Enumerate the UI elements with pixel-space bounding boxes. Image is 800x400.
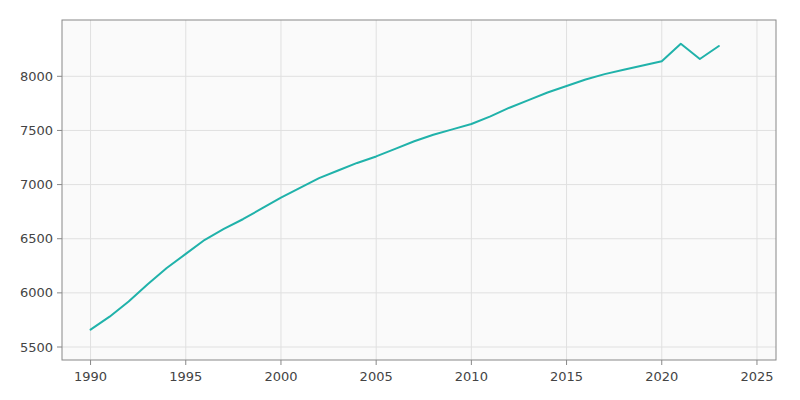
tick-mark-y (57, 130, 62, 131)
tick-mark-y (57, 184, 62, 185)
y-tick-label: 7000 (20, 177, 53, 192)
chart-svg: 1990 1995 2000 2005 2010 2015 2020 2025 5500 6000… (0, 0, 800, 400)
grid-line-x (471, 20, 472, 360)
tick-mark-x (661, 360, 662, 365)
grid-line-y (62, 292, 776, 293)
grid-line-x (661, 20, 662, 360)
grid-line-x (756, 20, 757, 360)
y-tick-label: 6000 (20, 285, 53, 300)
tick-mark-y (57, 238, 62, 239)
y-tick-label: 6500 (20, 231, 53, 246)
grid-line-x (566, 20, 567, 360)
x-tick-label: 2010 (455, 369, 488, 384)
grid-line-y (62, 347, 776, 348)
tick-mark-y (57, 347, 62, 348)
grid-line-x (376, 20, 377, 360)
x-tick-label: 1990 (74, 369, 107, 384)
tick-labels: 1990 1995 2000 2005 2010 2015 2020 2025 5500 6000… (20, 69, 774, 384)
grid (57, 20, 776, 365)
y-tick-label: 7500 (20, 123, 53, 138)
x-tick-label: 1995 (169, 369, 202, 384)
grid-line-x (185, 20, 186, 360)
grid-line-y (62, 184, 776, 185)
tick-mark-x (566, 360, 567, 365)
y-tick-label: 5500 (20, 340, 53, 355)
tick-mark-x (376, 360, 377, 365)
plot-background (62, 20, 776, 360)
grid-line-x (280, 20, 281, 360)
data-layer (91, 44, 719, 330)
grid-line-y (62, 238, 776, 239)
x-tick-label: 2005 (360, 369, 393, 384)
plot-frame (62, 20, 776, 360)
grid-line-x (90, 20, 91, 360)
x-tick-label: 2020 (645, 369, 678, 384)
x-tick-label: 2015 (550, 369, 583, 384)
tick-mark-x (90, 360, 91, 365)
x-tick-label: 2025 (740, 369, 773, 384)
tick-mark-x (471, 360, 472, 365)
grid-line-y (62, 130, 776, 131)
tick-mark-x (756, 360, 757, 365)
data-line (91, 44, 719, 330)
tick-mark-y (57, 76, 62, 77)
grid-line-y (62, 76, 776, 77)
chart-container: 1990 1995 2000 2005 2010 2015 2020 2025 5500 6000… (0, 0, 800, 400)
tick-mark-y (57, 292, 62, 293)
tick-mark-x (185, 360, 186, 365)
x-tick-label: 2000 (264, 369, 297, 384)
tick-mark-x (280, 360, 281, 365)
y-tick-label: 8000 (20, 69, 53, 84)
